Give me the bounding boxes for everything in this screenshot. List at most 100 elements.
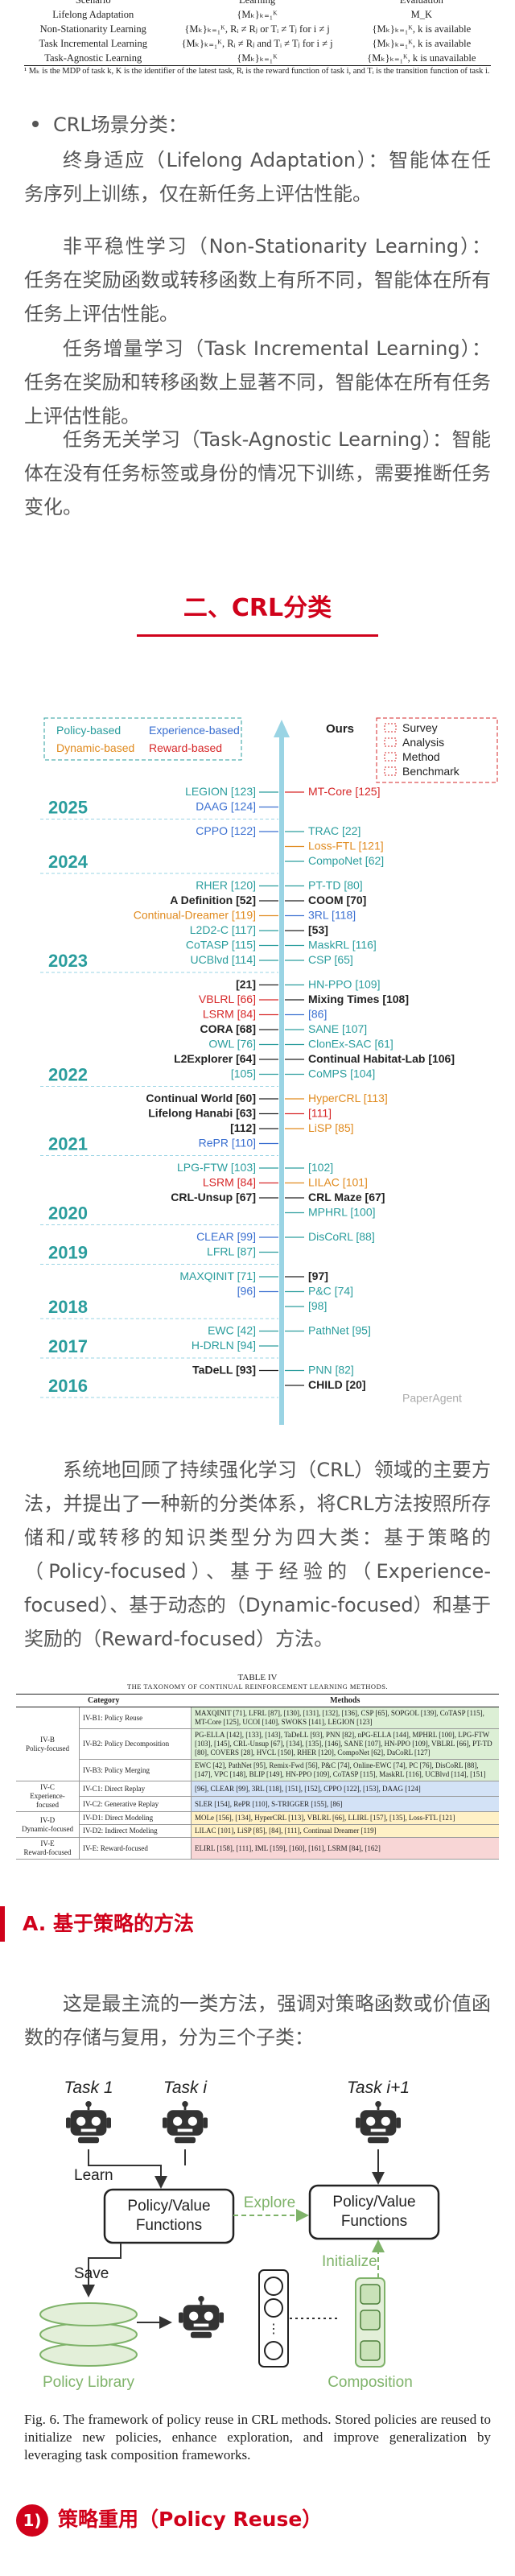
timeline-entry: ClonEx-SAC [61] — [308, 1038, 393, 1051]
timeline-entry: H-DRLN [94] — [192, 1339, 256, 1352]
legend-entry: Analysis — [402, 736, 444, 749]
timeline-figure: Policy-based Experience-based Dynamic-base… — [40, 717, 498, 1425]
paragraph: 任务无关学习（Task-Agnostic Learning）：智能体在没有任务标… — [24, 428, 491, 518]
timeline-entry: TRAC [22] — [308, 824, 360, 837]
timeline-entry: Mixing Times [108] — [308, 993, 409, 1005]
watermark: PaperAgent — [402, 1392, 462, 1405]
category-name: Dynamic-focused — [22, 1824, 73, 1833]
timeline-entry: [111] — [308, 1107, 332, 1120]
timeline-entry: PNN [82] — [308, 1364, 354, 1377]
timeline-entry: LPG-FTW [103] — [177, 1161, 256, 1174]
robot-icon — [163, 2101, 208, 2145]
subcategory-cell: IV-B1: Policy Reuse — [79, 1707, 192, 1729]
table-cell: Task Incremental Learning — [39, 37, 148, 49]
header-cell: Scenario — [75, 0, 111, 6]
timeline-entry: L2Explorer [64] — [174, 1052, 256, 1065]
legend-swatch — [384, 737, 397, 747]
section-heading: 二、CRL分类 — [183, 594, 332, 622]
timeline-entry: Lifelong Hanabi [63] — [148, 1107, 256, 1120]
legend-entry: Dynamic-based — [56, 741, 134, 754]
subcategory-cell: IV-C2: Generative Replay — [79, 1796, 192, 1812]
timeline-entry: PT-TD [80] — [308, 879, 363, 892]
shape — [264, 2298, 283, 2318]
category-name: Policy-focused — [26, 1744, 69, 1752]
table-cell: Lifelong Adaptation — [52, 8, 134, 20]
task-label: Task 1 — [64, 2079, 113, 2097]
axis-arrow — [274, 720, 290, 737]
explore-label: Explore — [244, 2194, 295, 2211]
arrow — [82, 2243, 122, 2297]
category-name: Reward-focused — [23, 1848, 72, 1856]
table-row: IV-D Dynamic-focused IV-D1: Direct Modelin… — [16, 1811, 499, 1838]
table-row: Task-Agnostic Learning {Mₖ}ₖ₌₁ᴷ {Mₖ}ₖ₌₁ᴷ, … — [24, 51, 491, 66]
initialize-label: Initialize — [322, 2253, 377, 2270]
timeline-entry: UCBlvd [114] — [191, 953, 256, 966]
table-row: IV-C2: Generative Replay SLER [154], RePR… — [16, 1796, 499, 1812]
category-id: IV-D — [39, 1815, 56, 1824]
timeline-entry: CHILD [20] — [308, 1378, 366, 1391]
timeline-entry: CORA [68] — [200, 1022, 257, 1035]
table-cell: {Mₖ}ₖ₌₁ᴷ, k is available — [372, 23, 472, 35]
timeline-entry: [53] — [308, 923, 328, 936]
table-title: TABLE IV — [237, 1673, 278, 1682]
timeline-entry: DisCoRL [88] — [308, 1230, 375, 1243]
paragraph: 任务增量学习（Task Incremental Learning）：任务在奖励和… — [24, 337, 491, 427]
legend-swatch — [384, 752, 397, 762]
timeline-entry: CoTASP [115] — [186, 939, 256, 952]
save-label: Save — [74, 2265, 109, 2282]
learn-label: Learn — [74, 2167, 113, 2184]
shape — [39, 2343, 138, 2367]
table-row: IV-B3: Policy Merging EWC [42], PathNet [… — [16, 1759, 499, 1781]
year-label: 2023 — [48, 951, 88, 971]
timeline-entry: [96] — [237, 1285, 256, 1298]
year-label: 2025 — [48, 798, 88, 818]
composition-stack — [355, 2277, 385, 2368]
year-label: 2019 — [48, 1243, 88, 1263]
shape — [360, 2340, 381, 2361]
category-id: IV-C — [40, 1783, 55, 1791]
table-cell: M_K — [410, 8, 433, 20]
table-row: Non-Stationarity Learning {Mₖ}ₖ₌₁ᴷ, Rᵢ ≠ … — [24, 22, 491, 36]
subcategory-cell: IV-C1: Direct Replay — [79, 1781, 192, 1797]
category-name: Experience-focused — [30, 1792, 65, 1809]
header-row: Category Methods — [16, 1694, 499, 1707]
subcategory-cell: IV-E: Reward-focused — [79, 1837, 192, 1860]
timeline-entry: [102] — [308, 1161, 333, 1174]
timeline-entry: HN-PPO [109] — [308, 978, 380, 991]
legend-swatch — [384, 723, 397, 733]
box-label: Policy/Value — [332, 2194, 415, 2211]
timeline-entry: P&C [74] — [308, 1285, 353, 1298]
year-label: 2022 — [48, 1065, 88, 1085]
legend-box — [43, 717, 242, 761]
year-label: 2018 — [48, 1297, 88, 1317]
bullet-item: CRL场景分类： — [32, 109, 483, 137]
timeline-entry: [86] — [308, 1008, 327, 1021]
timeline-entry: LILAC [101] — [308, 1176, 368, 1189]
timeline-entry: MT-Core [125] — [308, 785, 380, 798]
subsection-heading: A. 基于策略的方法 — [0, 1906, 515, 1942]
timeline-entry: CRL-Unsup [67] — [171, 1191, 256, 1203]
header-cell: Methods — [191, 1694, 499, 1707]
table-row: Task Incremental Learning {Mₖ}ₖ₌₁ᴷ, Rᵢ ≠ … — [24, 36, 491, 51]
table: Category Methods IV-B Policy-focused IV-B1: … — [16, 1694, 499, 1860]
methods-cell: SLER [154], RePR [110], S-TRIGGER [155],… — [191, 1796, 499, 1812]
legend-swatch — [384, 766, 397, 776]
year-label: 2020 — [48, 1203, 88, 1224]
table-row: IV-C Experience-focused IV-C1: Direct Repl… — [16, 1781, 499, 1812]
timeline-entry: MPHRL [100] — [308, 1206, 376, 1219]
box-label: Functions — [136, 2217, 202, 2234]
category-cell: IV-B Policy-focused — [16, 1707, 80, 1781]
timeline-entry: HyperCRL [113] — [308, 1092, 388, 1104]
timeline-entry: MAXQINIT [71] — [179, 1269, 256, 1282]
item-title: 策略重用（Policy Reuse） — [58, 2508, 323, 2531]
legend-box — [376, 717, 498, 783]
table-cell: {Mₖ}ₖ₌₁ᴷ — [237, 9, 278, 20]
shape — [264, 2341, 283, 2360]
box-label: Functions — [341, 2213, 407, 2230]
robot-icon — [66, 2101, 111, 2145]
library-label: Policy Library — [43, 2374, 135, 2391]
heading-underline — [137, 634, 378, 637]
timeline-entry: MaskRL [116] — [308, 939, 377, 952]
timeline-entry: [21] — [236, 978, 256, 991]
header-row: Scenario Learning Evaluation — [24, 0, 491, 7]
